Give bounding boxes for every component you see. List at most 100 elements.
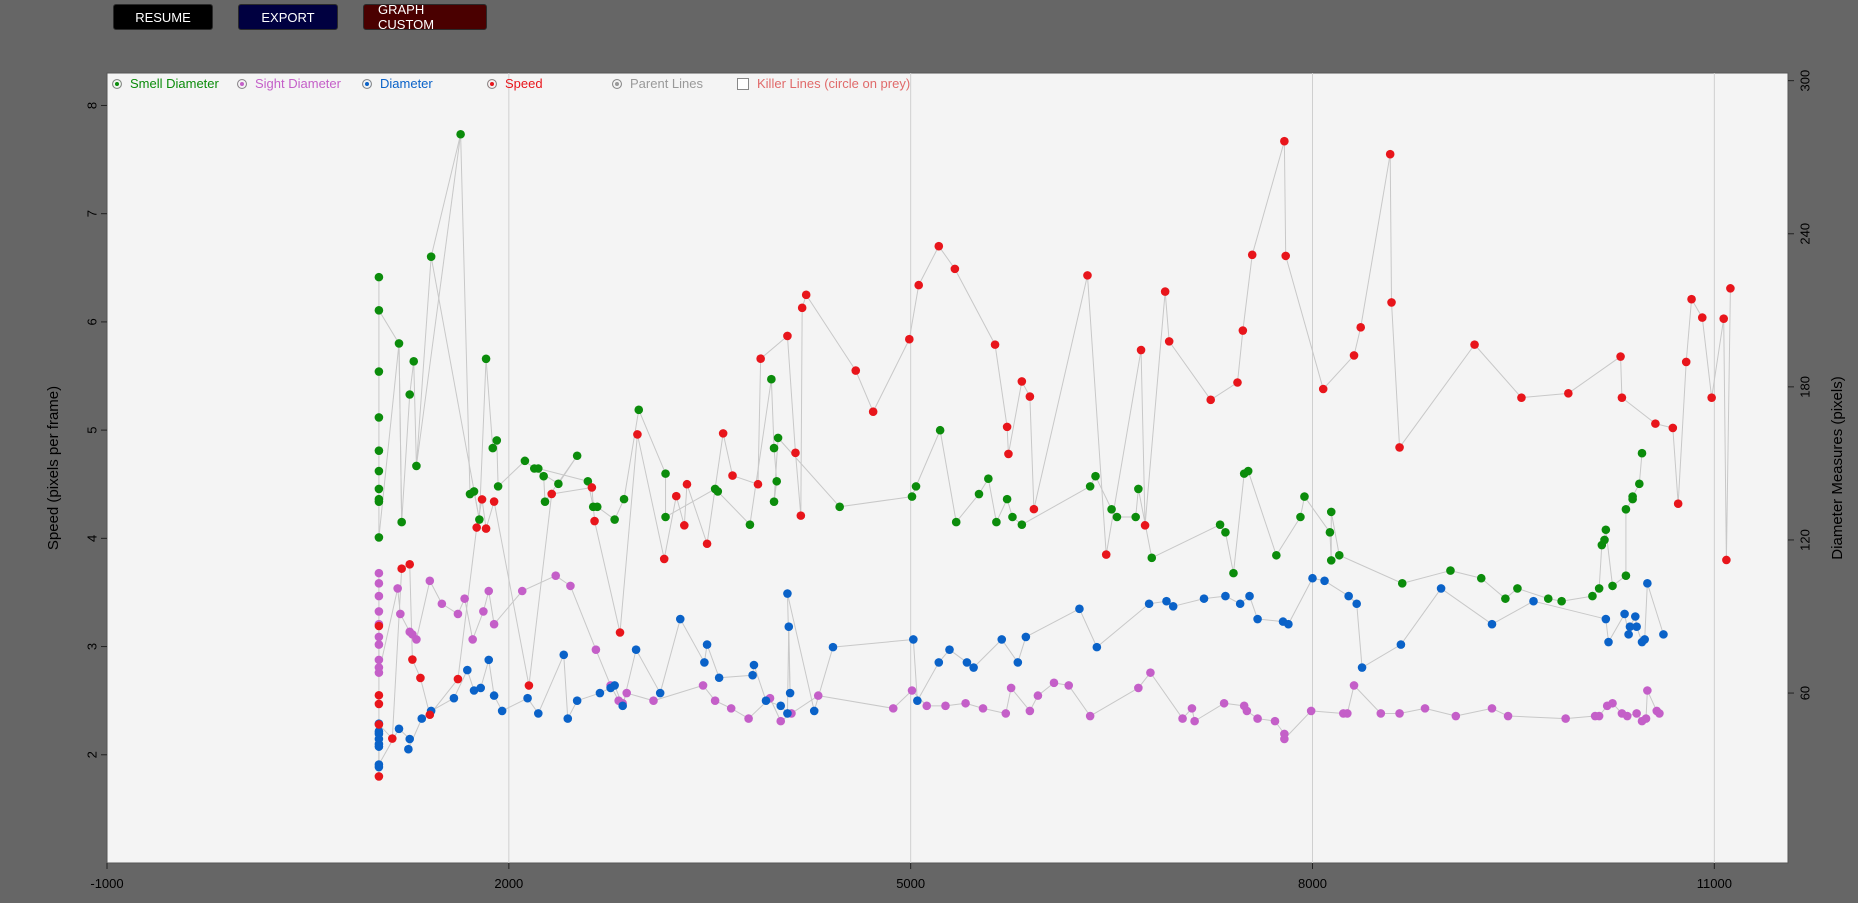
parent-line — [1561, 595, 1593, 602]
parent-line — [1001, 639, 1019, 663]
speed-point — [1101, 550, 1111, 559]
legend-diameter[interactable]: Diameter — [362, 76, 433, 91]
diameter-point — [675, 614, 685, 624]
smell-diameter-point — [769, 443, 779, 453]
parent-line — [800, 307, 803, 516]
diameter-point — [1168, 602, 1178, 611]
sight-diameter-point — [374, 668, 384, 677]
speed-point — [524, 681, 534, 690]
legend-smell-dot[interactable] — [112, 78, 122, 89]
smell-diameter-point — [481, 354, 491, 364]
speed-point — [1668, 423, 1678, 433]
parent-line — [391, 568, 403, 739]
smell-diameter-point — [554, 479, 563, 489]
diameter-point — [1529, 596, 1538, 606]
killer-lines-checkbox[interactable] — [737, 77, 749, 90]
smell-diameter-point — [492, 436, 502, 445]
parent-line — [557, 455, 578, 485]
sight-diameter-point — [1376, 709, 1386, 718]
speed-point — [1387, 298, 1396, 307]
legend-speed-dot[interactable] — [487, 78, 497, 89]
parent-line — [378, 343, 400, 538]
speed-point — [1280, 136, 1289, 146]
diameter-point — [1075, 604, 1084, 614]
legend-parent-lines[interactable]: Parent Lines — [612, 76, 703, 91]
parent-line — [1339, 554, 1403, 584]
speed-point — [1517, 393, 1526, 402]
diameter-point — [749, 660, 759, 670]
diameter-point — [1632, 622, 1641, 632]
smell-diameter-point — [374, 494, 384, 504]
y2-tick-label: 300 — [1797, 70, 1812, 92]
diameter-point — [1308, 573, 1317, 583]
parent-line — [1608, 613, 1626, 643]
smell-diameter-point — [1628, 492, 1637, 501]
sight-diameter-point — [1270, 716, 1280, 726]
diameter-point — [1144, 599, 1154, 609]
legend-sight-dot[interactable] — [237, 78, 247, 89]
parent-line — [409, 564, 413, 660]
parent-line — [1068, 685, 1091, 717]
speed-point — [1395, 443, 1404, 452]
parent-line — [1360, 154, 1391, 328]
smell-diameter-point — [1446, 566, 1455, 575]
parent-line — [786, 593, 815, 712]
parent-line — [918, 245, 940, 286]
speed-point — [756, 354, 765, 363]
parent-line — [1701, 317, 1713, 398]
parent-line — [794, 452, 802, 516]
smell-diameter-point — [534, 464, 543, 473]
export-button[interactable]: EXPORT — [238, 4, 338, 30]
diameter-point — [997, 635, 1007, 644]
resume-button[interactable]: RESUME — [113, 4, 213, 30]
parent-line — [1304, 496, 1331, 533]
diameter-point — [1396, 640, 1406, 649]
diameter-point — [1436, 584, 1446, 593]
speed-point — [633, 430, 642, 439]
legend-parent-label: Parent Lines — [630, 76, 703, 91]
smell-diameter-point — [1147, 553, 1157, 563]
diameter-point — [761, 696, 771, 706]
parent-line — [497, 460, 526, 487]
sight-diameter-point — [744, 714, 753, 723]
legend-sight-diameter[interactable]: Sight Diameter — [237, 76, 341, 91]
diameter-point — [945, 645, 954, 654]
axes: -1000 2000 5000 8000 11000 2 3 4 5 6 7 8 60 120 180 240… — [84, 70, 1812, 891]
legend-killer-lines[interactable]: Killer Lines (circle on prey) — [737, 76, 910, 91]
parent-line — [1399, 344, 1475, 448]
legend-speed[interactable]: Speed — [487, 76, 543, 91]
speed-point — [718, 429, 728, 438]
parent-line — [987, 478, 997, 523]
parent-line — [1322, 355, 1355, 390]
parent-line — [485, 358, 494, 449]
speed-point — [1025, 392, 1035, 401]
toolbar: RESUME EXPORT GRAPH CUSTOM — [113, 2, 487, 32]
sight-diameter-point — [1001, 709, 1011, 718]
legend-smell-diameter[interactable]: Smell Diameter — [112, 76, 219, 91]
sight-diameter-point — [1280, 734, 1289, 744]
diameter-point — [572, 696, 582, 706]
diameter-point — [563, 714, 573, 723]
smell-diameter-point — [1272, 550, 1281, 560]
parent-line — [908, 285, 920, 340]
diameter-point — [534, 709, 543, 718]
diameter-point — [655, 688, 665, 698]
smell-diameter-point — [374, 466, 384, 476]
diameter-point — [962, 658, 972, 667]
diameter-point — [783, 709, 792, 718]
diameter-point — [618, 701, 627, 711]
speed-point — [990, 340, 1000, 349]
speed-point — [590, 516, 599, 526]
legend-parent-dot[interactable] — [612, 78, 622, 89]
sight-diameter-point — [437, 599, 447, 609]
sight-diameter-point — [374, 655, 384, 665]
legend-sight-label: Sight Diameter — [255, 76, 341, 91]
parent-line — [1565, 715, 1596, 720]
sight-diameter-point — [468, 635, 477, 644]
graph-custom-button[interactable]: GRAPH CUSTOM — [363, 2, 487, 32]
speed-point — [679, 521, 689, 530]
legend-diameter-dot[interactable] — [362, 78, 372, 89]
parent-line — [1568, 356, 1621, 394]
diameter-point — [404, 744, 413, 754]
sight-diameter-point — [396, 609, 405, 619]
